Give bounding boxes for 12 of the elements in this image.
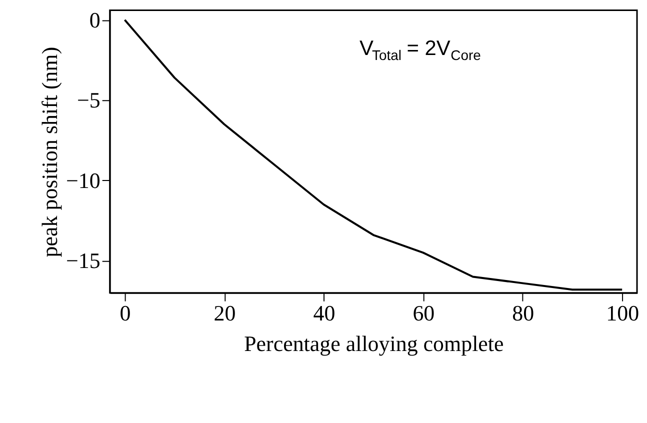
x-tick-label: 60 <box>412 300 435 326</box>
x-tick-label: 100 <box>606 300 640 326</box>
x-tick-label: 40 <box>313 300 336 326</box>
y-axis-title: peak position shift (nm) <box>37 46 62 258</box>
y-tick-label: −10 <box>66 168 100 193</box>
x-axis-title: Percentage alloying complete <box>244 331 504 356</box>
x-tick-label: 0 <box>120 300 131 326</box>
x-tick-label: 80 <box>512 300 534 326</box>
y-tick-label: 0 <box>89 7 100 32</box>
y-tick-label: −15 <box>66 248 100 274</box>
x-tick-label: 20 <box>214 300 236 326</box>
y-tick-label: −5 <box>76 88 100 113</box>
